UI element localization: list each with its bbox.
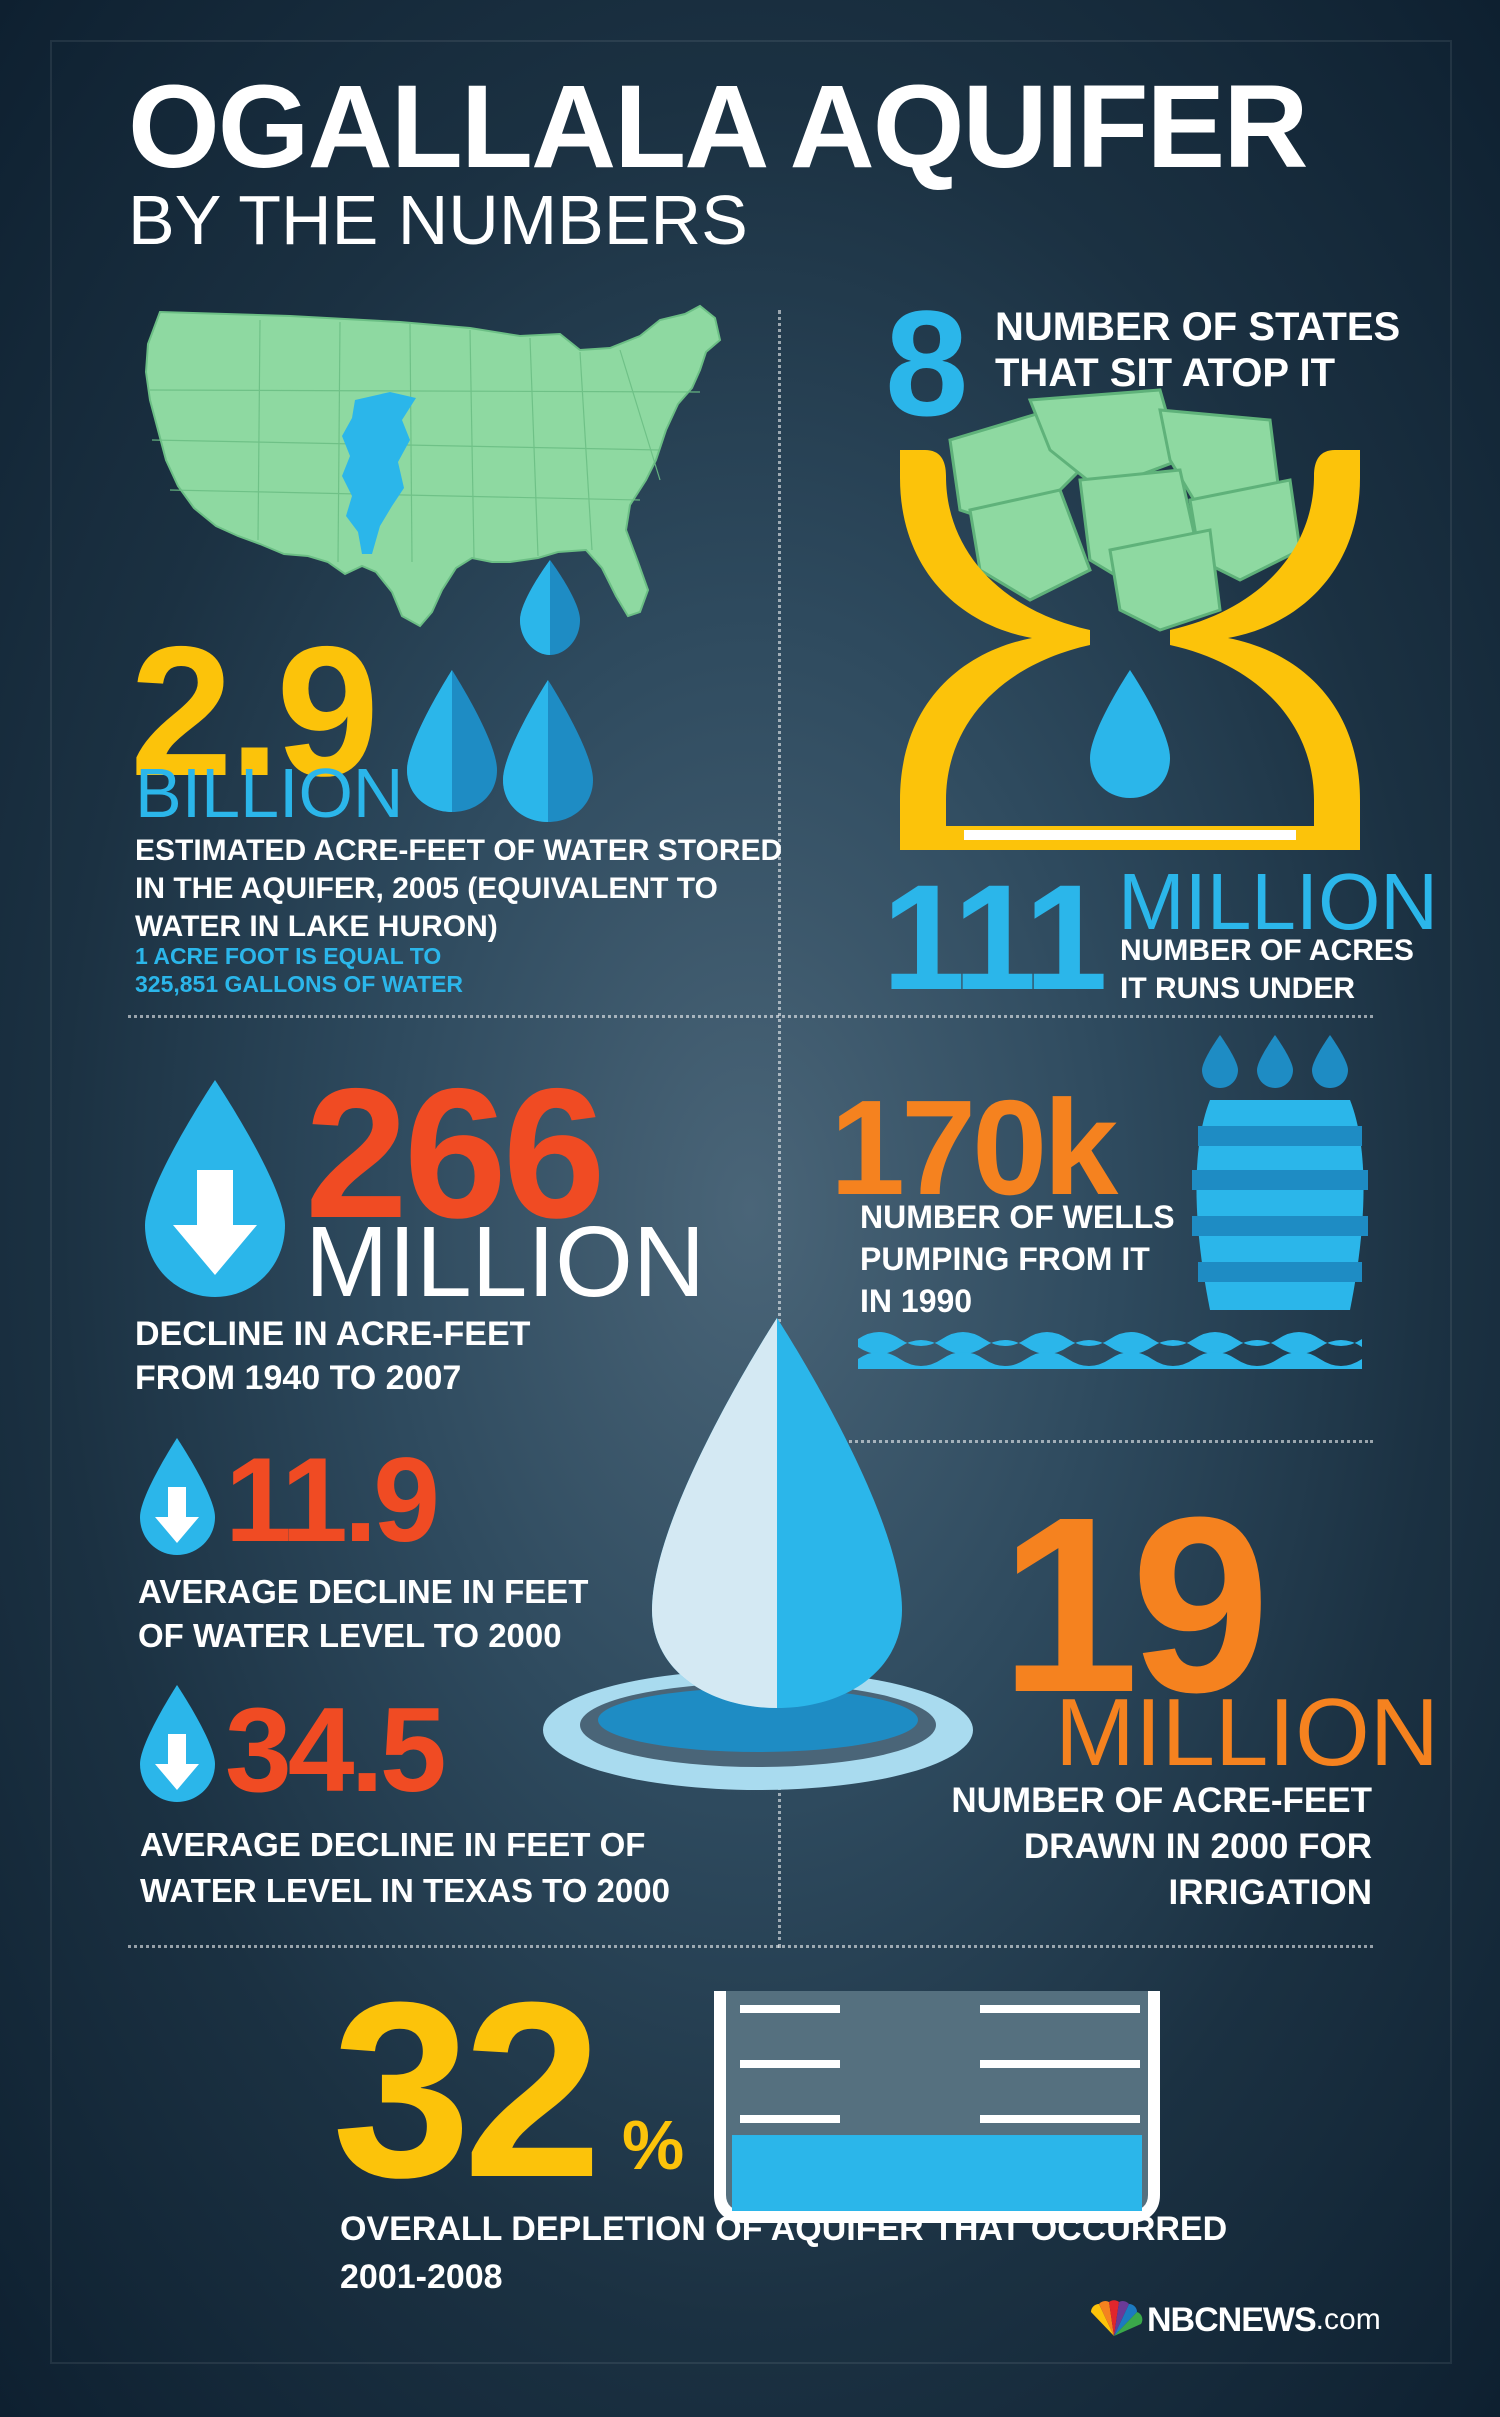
nbc-news-logo: NBCNEWS .com [1085, 2300, 1381, 2340]
label-line: IT RUNS UNDER [1120, 972, 1356, 1005]
label-line: IRRIGATION [1168, 1873, 1372, 1912]
stat-depletion-label: OVERALL DEPLETION OF AQUIFER THAT OCCURR… [340, 2205, 1227, 2301]
label-line: AVERAGE DECLINE IN FEET [138, 1573, 589, 1610]
water-tank-icon [714, 1991, 1160, 2223]
water-drop-down-arrow-icon [140, 1438, 215, 1555]
stat-decline-avg-value: 11.9 [225, 1433, 440, 1567]
label-line: NUMBER OF WELLS [860, 1199, 1175, 1235]
stat-states-value: 8 [885, 279, 968, 447]
label-line: THAT SIT ATOP IT [995, 351, 1335, 395]
label-line: DRAWN IN 2000 FOR [1023, 1827, 1372, 1866]
label-line: IN 1990 [860, 1283, 973, 1319]
label-line: AVERAGE DECLINE IN FEET OF [140, 1826, 646, 1863]
stat-states-label: NUMBER OF STATES THAT SIT ATOP IT [995, 304, 1400, 396]
stat-irrigation-unit: MILLION [1055, 1679, 1440, 1786]
water-drop-icon [503, 680, 593, 822]
label-line: DECLINE IN ACRE-FEET [135, 1315, 531, 1353]
stat-acres-unit: MILLION [1118, 857, 1439, 946]
label-line: FROM 1940 TO 2007 [135, 1359, 462, 1397]
hourglass-icon [900, 388, 1360, 850]
stat-decline-total-unit: MILLION [305, 1206, 706, 1318]
stat-decline-total-value: 266 [305, 1051, 606, 1257]
note-line: 325,851 GALLONS OF WATER [135, 971, 464, 997]
label-line: OVERALL DEPLETION OF AQUIFER THAT OCCURR… [340, 2210, 1228, 2248]
label-line: WATER IN LAKE HURON) [135, 910, 498, 943]
label-line: IN THE AQUIFER, 2005 (EQUIVALENT TO [135, 872, 718, 905]
page-title: OGALLALA AQUIFER [128, 61, 1308, 193]
label-line: NUMBER OF ACRE-FEET [951, 1781, 1372, 1820]
note-line: 1 ACRE FOOT IS EQUAL TO [135, 943, 442, 969]
stat-decline-total-label: DECLINE IN ACRE-FEET FROM 1940 TO 2007 [135, 1312, 530, 1400]
label-line: NUMBER OF STATES [995, 305, 1401, 349]
water-drop-down-arrow-icon [140, 1685, 215, 1802]
stat-wells-label: NUMBER OF WELLS PUMPING FROM IT IN 1990 [860, 1196, 1175, 1322]
horizontal-divider-3 [128, 1945, 1373, 1948]
stat-decline-texas-label: AVERAGE DECLINE IN FEET OF WATER LEVEL I… [140, 1822, 670, 1914]
stat-irrigation-label: NUMBER OF ACRE-FEET DRAWN IN 2000 FOR IR… [900, 1778, 1372, 1916]
us-map-icon [144, 304, 722, 655]
stat-irrigation-value: 19 [1000, 1465, 1270, 1744]
horizontal-divider-2 [778, 1440, 1373, 1443]
water-drop-icon [407, 670, 497, 812]
water-barrel-icon [1192, 1035, 1368, 1310]
label-line: WATER LEVEL IN TEXAS TO 2000 [140, 1872, 670, 1909]
stat-decline-texas-value: 34.5 [225, 1683, 447, 1817]
stat-depletion-unit: % [622, 2106, 685, 2184]
stat-acres-label: NUMBER OF ACRES IT RUNS UNDER [1120, 932, 1414, 1008]
label-line: NUMBER OF ACRES [1120, 934, 1414, 967]
nbc-peacock-icon [1091, 2300, 1143, 2336]
water-splash-icon [543, 1318, 973, 1790]
water-waves-icon [858, 1332, 1362, 1369]
stat-wells-value: 170k [830, 1072, 1118, 1223]
label-line: ESTIMATED ACRE-FEET OF WATER STORED [135, 834, 783, 867]
horizontal-divider-1 [128, 1015, 1373, 1018]
stat-water-stored-value: 2.9 [130, 609, 379, 815]
vertical-divider [778, 310, 781, 1948]
stat-decline-avg-label: AVERAGE DECLINE IN FEET OF WATER LEVEL T… [138, 1570, 588, 1658]
stat-depletion-value: 32 [332, 1950, 602, 2229]
logo-brand: NBCNEWS [1147, 2300, 1317, 2339]
logo-suffix: .com [1315, 2303, 1381, 2336]
water-drop-down-arrow-icon [145, 1080, 285, 1297]
label-line: PUMPING FROM IT [860, 1241, 1150, 1277]
label-line: 2001-2008 [340, 2258, 503, 2296]
stat-acres-value: 111 [882, 853, 1108, 1021]
label-line: OF WATER LEVEL TO 2000 [138, 1617, 562, 1654]
stat-water-stored-label: ESTIMATED ACRE-FEET OF WATER STORED IN T… [135, 832, 782, 946]
stat-water-stored-note: 1 ACRE FOOT IS EQUAL TO 325,851 GALLONS … [135, 942, 463, 998]
tank-water-level [732, 2135, 1142, 2211]
page-subtitle: BY THE NUMBERS [128, 181, 748, 259]
frame-border [50, 40, 1452, 2364]
stat-water-stored-unit: BILLION [135, 754, 404, 832]
